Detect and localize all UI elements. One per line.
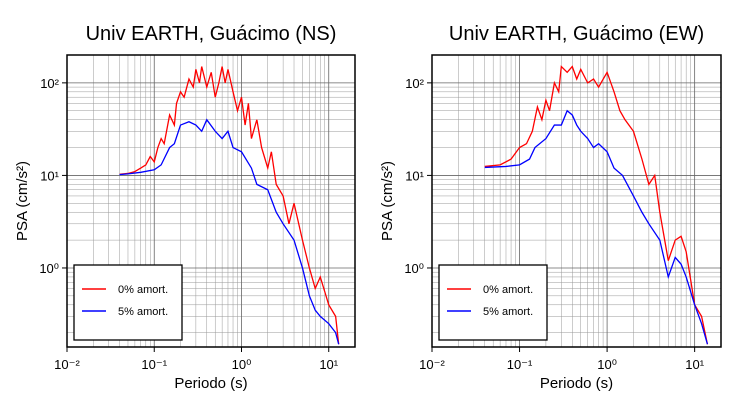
minor-grid bbox=[67, 55, 355, 347]
chart-title: Univ EARTH, Guácimo (NS) bbox=[86, 23, 337, 45]
x-tick-label: 10⁻¹ bbox=[141, 357, 167, 372]
series-line bbox=[119, 66, 340, 345]
legend-label: 0% amort. bbox=[483, 284, 533, 296]
chart-panel: Univ EARTH, Guácimo (EW) Periodo (s) PSA (… bbox=[379, 23, 722, 392]
x-tick-label: 10⁻¹ bbox=[507, 357, 533, 372]
plot-frame bbox=[431, 54, 722, 348]
legend-label: 5% amort. bbox=[118, 306, 168, 318]
legend: 0% amort. 5% amort. bbox=[438, 264, 548, 341]
y-tick-label: 10⁰ bbox=[39, 261, 59, 276]
y-tick-label: 10¹ bbox=[40, 168, 59, 183]
legend-label: 0% amort. bbox=[118, 284, 168, 296]
legend-box bbox=[438, 264, 548, 341]
x-tick-label: 10¹ bbox=[685, 357, 704, 372]
x-tick-label: 10⁻² bbox=[54, 357, 80, 372]
x-tick-label: 10¹ bbox=[319, 357, 338, 372]
legend-label: 5% amort. bbox=[483, 306, 533, 318]
series-line bbox=[119, 118, 340, 345]
series-line bbox=[484, 65, 709, 345]
x-axis-label: Periodo (s) bbox=[174, 375, 247, 392]
y-tick-label: 10² bbox=[405, 76, 424, 91]
y-tick-label: 10² bbox=[40, 76, 59, 91]
x-tick-label: 10⁰ bbox=[597, 357, 617, 372]
x-tick-label: 10⁻² bbox=[419, 357, 445, 372]
chart-panel: Univ EARTH, Guácimo (NS) Periodo (s) PSA (… bbox=[14, 23, 356, 392]
y-axis-label: PSA (cm/s²) bbox=[379, 161, 396, 241]
y-tick-label: 10¹ bbox=[405, 168, 424, 183]
chart-title: Univ EARTH, Guácimo (EW) bbox=[449, 23, 704, 45]
x-tick-label: 10⁰ bbox=[232, 357, 252, 372]
x-axis-label: Periodo (s) bbox=[540, 375, 613, 392]
legend: 0% amort. 5% amort. bbox=[73, 264, 183, 341]
legend-box bbox=[73, 264, 183, 341]
series-line bbox=[484, 109, 709, 345]
plot-frame bbox=[66, 54, 356, 348]
y-tick-label: 10⁰ bbox=[404, 261, 424, 276]
y-axis-label: PSA (cm/s²) bbox=[14, 161, 31, 241]
